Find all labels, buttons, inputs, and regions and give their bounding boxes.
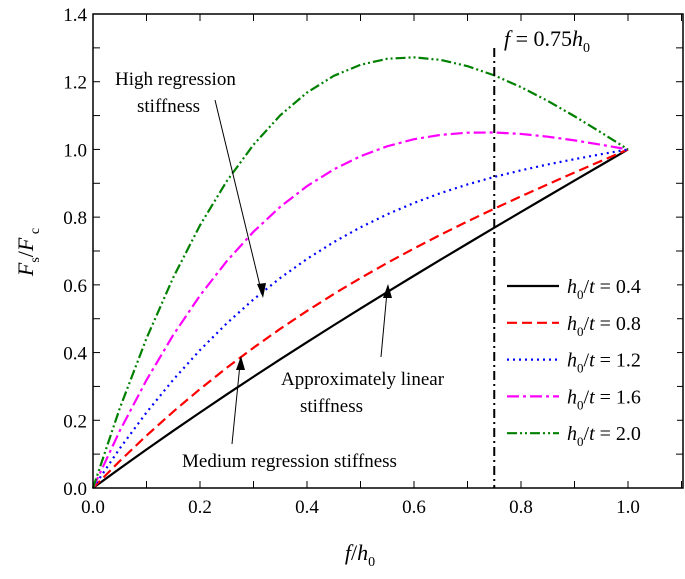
series-line-1 (92, 148, 629, 489)
y-tick-label: 0.8 (63, 208, 87, 229)
annotation-medium-regression: Medium regression stiffness (182, 356, 397, 472)
x-tick-label: 0.2 (188, 497, 212, 518)
legend-label-4: h0/t = 2.0 (567, 423, 641, 449)
annotation-text: Medium regression stiffness (182, 451, 397, 472)
x-tick-label: 0.0 (81, 497, 105, 518)
y-tick-label: 0.4 (63, 344, 87, 365)
legend-label-2: h0/t = 1.2 (567, 350, 641, 376)
arrow-head-icon (383, 284, 392, 298)
arrow-line (231, 363, 241, 445)
y-tick-label: 0.6 (63, 276, 87, 297)
vline-label: f = 0.75h0 (504, 26, 590, 56)
y-axis-label: Fs/F c (13, 228, 43, 277)
series-line-0 (92, 148, 629, 489)
arrow-line (214, 99, 262, 291)
x-tick-label: 0.4 (295, 497, 319, 518)
arrow-line (380, 291, 388, 358)
annotation-text: stiffness (300, 396, 363, 417)
arrow-head-icon (257, 283, 266, 298)
legend: h0/t = 0.4 h0/t = 0.8 h0/t = 1.2 h0/t = 1.6… (497, 268, 677, 451)
x-axis-label: f/h0 (345, 540, 375, 570)
y-tick-label: 0.0 (63, 479, 87, 500)
arrow-head-icon (236, 356, 245, 370)
y-tick-label: 1.4 (63, 5, 87, 26)
annotation-text: High regression (115, 69, 236, 90)
legend-label-0: h0/t = 0.4 (567, 276, 641, 302)
y-tick-label: 0.2 (63, 411, 87, 432)
legend-label-3: h0/t = 1.6 (567, 386, 641, 412)
plot-frame (92, 13, 684, 489)
legend-label-1: h0/t = 0.8 (567, 313, 641, 339)
x-tick-label: 0.8 (509, 497, 533, 518)
y-tick-label: 1.0 (63, 140, 87, 161)
annotation-linear: Approximately linear stiffness (281, 284, 445, 417)
x-tick-label: 1.0 (616, 497, 640, 518)
annotation-high-regression: High regression stiffness (115, 69, 266, 298)
annotation-text: Approximately linear (281, 369, 445, 390)
series-line-3 (92, 131, 629, 489)
y-tick-label: 1.2 (63, 73, 87, 94)
x-tick-label: 0.6 (402, 497, 426, 518)
annotation-text: stiffness (137, 96, 200, 117)
